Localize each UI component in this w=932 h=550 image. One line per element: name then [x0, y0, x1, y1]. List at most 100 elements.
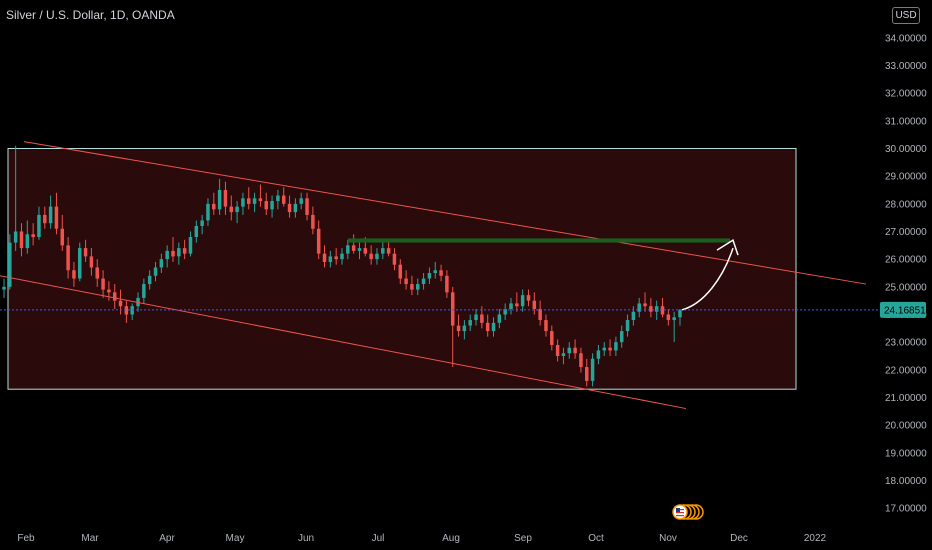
candle-body [392, 253, 397, 265]
candle [614, 336, 618, 356]
candle [625, 314, 630, 337]
candle-body [579, 353, 583, 368]
candle-body [159, 259, 164, 268]
time-tick-label: Apr [159, 533, 175, 544]
candle [281, 187, 286, 207]
candle [194, 220, 199, 243]
candle-body [369, 253, 373, 260]
channel-upper-line[interactable] [23, 141, 867, 285]
candle [538, 300, 542, 326]
candle-body [637, 303, 641, 312]
candle-body [316, 228, 321, 254]
candle-body [351, 245, 356, 251]
candle-body [660, 306, 665, 315]
candle [491, 317, 496, 337]
candle [299, 192, 303, 210]
candle [118, 289, 123, 315]
candle-body [375, 253, 379, 260]
candle-body [223, 190, 228, 207]
candle-body [445, 275, 449, 293]
candle [544, 314, 548, 337]
last-price-tag[interactable]: 24.16851 [880, 301, 926, 318]
candle-body [404, 278, 408, 285]
candle-body [439, 270, 443, 276]
candle-body [334, 256, 338, 260]
candle-body [672, 317, 676, 321]
candle [672, 311, 676, 343]
price-tick-label: 21.00000 [885, 393, 927, 404]
candle-body [555, 344, 560, 356]
candle-body [427, 273, 432, 279]
candle-body [89, 256, 94, 268]
candle [585, 358, 589, 387]
symbol-title: Silver / U.S. Dollar, 1D, OANDA [6, 8, 175, 22]
candle-body [631, 311, 636, 321]
candle [439, 264, 443, 282]
candle [206, 198, 210, 226]
candle-body [31, 234, 35, 238]
candle [182, 239, 187, 260]
time-tick-label: Aug [442, 533, 460, 544]
candle-body [19, 231, 24, 249]
candle-body [101, 278, 105, 290]
projection-arrow[interactable] [681, 247, 734, 311]
candle-body [602, 347, 606, 351]
candle-body [678, 309, 682, 318]
candle [619, 325, 624, 348]
candle [637, 297, 641, 318]
candle-body [433, 270, 437, 273]
candle [235, 201, 239, 224]
resistance-zone[interactable] [348, 238, 730, 243]
candle-body [43, 214, 47, 224]
price-tick-label: 22.00000 [885, 365, 927, 376]
candle [328, 250, 333, 268]
candle [404, 270, 408, 290]
currency-button[interactable]: USD [892, 7, 920, 24]
price-tick-label: 31.00000 [885, 116, 927, 127]
candle [357, 242, 362, 260]
candle-body [264, 201, 268, 210]
candle-body [311, 214, 315, 229]
candle [212, 192, 216, 215]
candle-body [532, 300, 537, 309]
candle [468, 314, 472, 332]
candle-body [66, 245, 70, 271]
candle-body [217, 190, 222, 210]
candle-body [241, 198, 245, 207]
candle [561, 347, 566, 365]
candle-body [322, 253, 327, 262]
price-axis[interactable]: 34.00000 33.00000 32.00000 31.00000 30.00000… [885, 33, 927, 514]
candle [165, 245, 169, 268]
candle-body [515, 303, 519, 307]
candle-body [281, 195, 286, 204]
candle [322, 245, 327, 268]
candle [54, 192, 59, 235]
economic-events-icon[interactable] [672, 504, 704, 520]
candle [60, 214, 65, 251]
candle [381, 242, 385, 260]
candle [550, 325, 554, 351]
candle [509, 297, 513, 315]
candle [445, 270, 449, 298]
candle [112, 284, 117, 309]
candle [474, 308, 478, 326]
candle-body [112, 292, 117, 301]
channel-lower-line[interactable] [0, 275, 687, 410]
candle [252, 192, 257, 213]
candle-body [287, 203, 292, 213]
candle-body [270, 201, 274, 210]
candle-body [25, 234, 30, 249]
candle [43, 206, 47, 229]
time-axis[interactable]: Feb Mar Apr May Jun Jul Aug Sep Oct Nov Dec 2022 [17, 533, 826, 544]
candle-body [520, 295, 525, 307]
candle [375, 248, 379, 265]
candle-body [450, 292, 455, 326]
price-tick-label: 33.00000 [885, 61, 927, 72]
price-tick-label: 26.00000 [885, 255, 927, 266]
price-tick-label: 32.00000 [885, 89, 927, 100]
candle [503, 303, 507, 321]
candle [602, 342, 606, 356]
candle [124, 300, 129, 323]
candle-body [491, 322, 496, 332]
